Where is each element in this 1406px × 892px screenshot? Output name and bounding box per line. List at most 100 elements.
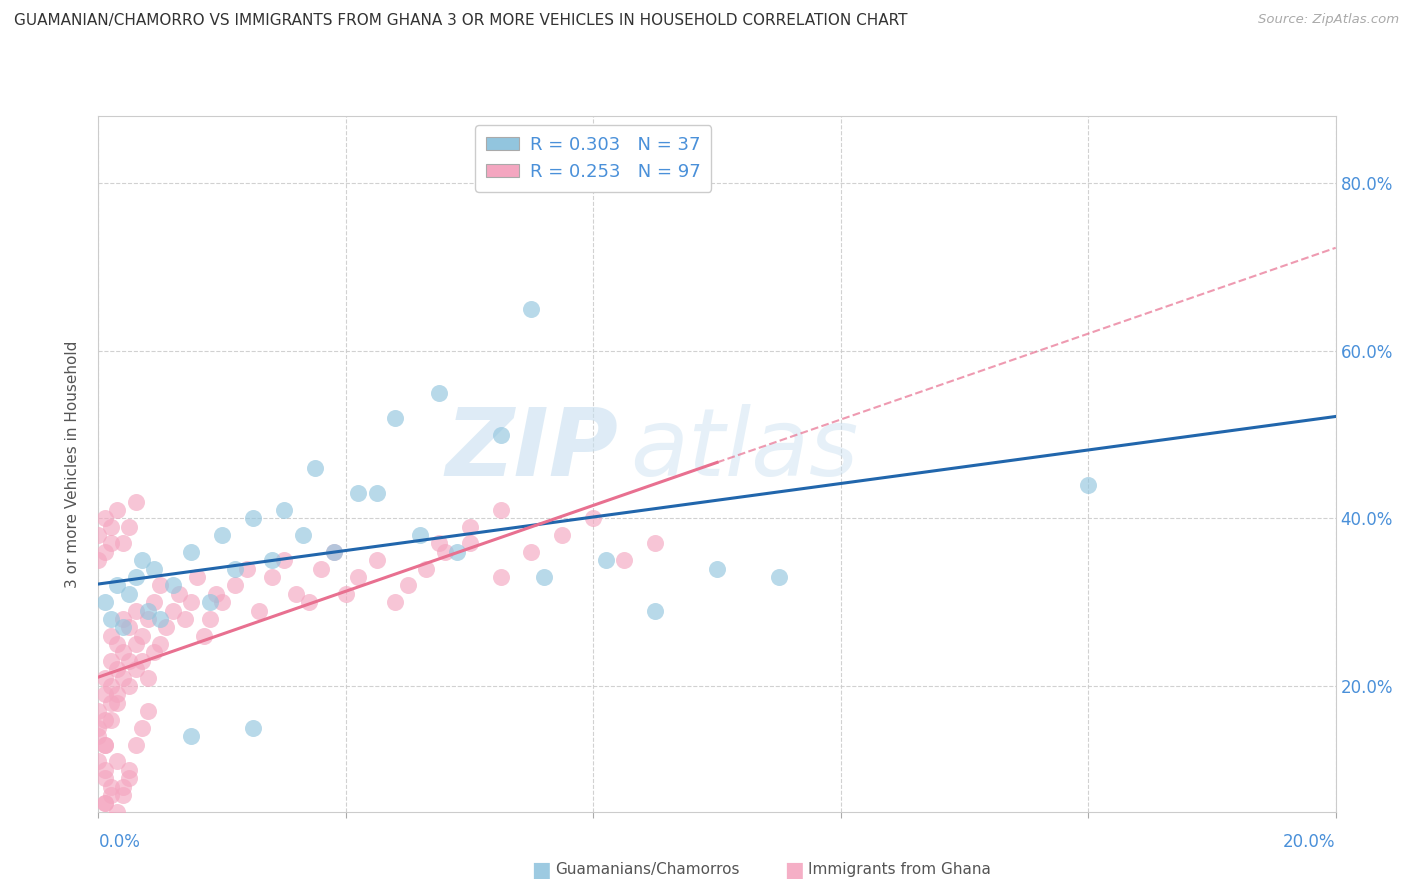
- Point: [273, 503, 295, 517]
- Point: [93, 595, 115, 609]
- Point: [211, 528, 233, 542]
- Point: [409, 528, 432, 542]
- Point: [118, 620, 141, 634]
- Point: [136, 603, 159, 617]
- Text: Guamanians/Chamorros: Guamanians/Chamorros: [555, 863, 740, 877]
- Point: [118, 763, 141, 777]
- Point: [136, 612, 159, 626]
- Point: [260, 570, 283, 584]
- Point: [131, 654, 153, 668]
- Point: [124, 637, 146, 651]
- Point: [644, 536, 666, 550]
- Point: [551, 528, 574, 542]
- Point: [427, 536, 450, 550]
- Point: [458, 519, 481, 533]
- Point: [489, 427, 512, 442]
- Point: [347, 570, 370, 584]
- Point: [415, 561, 437, 575]
- Point: [180, 545, 202, 559]
- Text: ■: ■: [531, 860, 551, 880]
- Point: [186, 570, 208, 584]
- Point: [224, 578, 246, 592]
- Point: [706, 561, 728, 575]
- Point: [644, 603, 666, 617]
- Point: [100, 612, 122, 626]
- Point: [533, 570, 555, 584]
- Point: [112, 645, 135, 659]
- Point: [93, 511, 115, 525]
- Point: [105, 503, 128, 517]
- Point: [143, 595, 166, 609]
- Point: [124, 662, 146, 676]
- Text: atlas: atlas: [630, 404, 859, 495]
- Point: [180, 595, 202, 609]
- Point: [93, 797, 115, 811]
- Point: [136, 704, 159, 718]
- Point: [489, 570, 512, 584]
- Point: [242, 511, 264, 525]
- Text: ■: ■: [785, 860, 804, 880]
- Text: Source: ZipAtlas.com: Source: ZipAtlas.com: [1258, 13, 1399, 27]
- Point: [124, 494, 146, 508]
- Point: [260, 553, 283, 567]
- Point: [124, 738, 146, 752]
- Point: [100, 713, 122, 727]
- Point: [613, 553, 636, 567]
- Point: [198, 595, 221, 609]
- Point: [118, 771, 141, 785]
- Text: ZIP: ZIP: [446, 404, 619, 496]
- Point: [427, 385, 450, 400]
- Point: [93, 738, 115, 752]
- Text: Immigrants from Ghana: Immigrants from Ghana: [808, 863, 991, 877]
- Point: [489, 503, 512, 517]
- Point: [242, 721, 264, 735]
- Point: [100, 679, 122, 693]
- Point: [162, 603, 184, 617]
- Point: [384, 410, 406, 425]
- Point: [105, 696, 128, 710]
- Point: [93, 545, 115, 559]
- Point: [105, 578, 128, 592]
- Point: [100, 780, 122, 794]
- Point: [768, 570, 790, 584]
- Point: [87, 704, 110, 718]
- Point: [433, 545, 456, 559]
- Point: [105, 687, 128, 701]
- Point: [149, 612, 172, 626]
- Point: [93, 738, 115, 752]
- Point: [105, 755, 128, 769]
- Legend: R = 0.303   N = 37, R = 0.253   N = 97: R = 0.303 N = 37, R = 0.253 N = 97: [475, 125, 711, 192]
- Point: [136, 671, 159, 685]
- Point: [105, 805, 128, 819]
- Point: [131, 629, 153, 643]
- Point: [124, 603, 146, 617]
- Text: 20.0%: 20.0%: [1284, 832, 1336, 851]
- Point: [347, 486, 370, 500]
- Point: [155, 620, 177, 634]
- Point: [131, 721, 153, 735]
- Point: [93, 713, 115, 727]
- Point: [174, 612, 197, 626]
- Point: [124, 570, 146, 584]
- Point: [520, 545, 543, 559]
- Point: [582, 511, 605, 525]
- Point: [100, 696, 122, 710]
- Point: [396, 578, 419, 592]
- Point: [167, 587, 190, 601]
- Point: [87, 721, 110, 735]
- Point: [224, 561, 246, 575]
- Point: [205, 587, 228, 601]
- Point: [143, 561, 166, 575]
- Point: [87, 729, 110, 743]
- Point: [112, 612, 135, 626]
- Point: [322, 545, 344, 559]
- Point: [384, 595, 406, 609]
- Point: [458, 536, 481, 550]
- Point: [291, 528, 314, 542]
- Point: [112, 788, 135, 802]
- Point: [93, 763, 115, 777]
- Point: [100, 813, 122, 827]
- Point: [446, 545, 468, 559]
- Point: [304, 461, 326, 475]
- Point: [105, 662, 128, 676]
